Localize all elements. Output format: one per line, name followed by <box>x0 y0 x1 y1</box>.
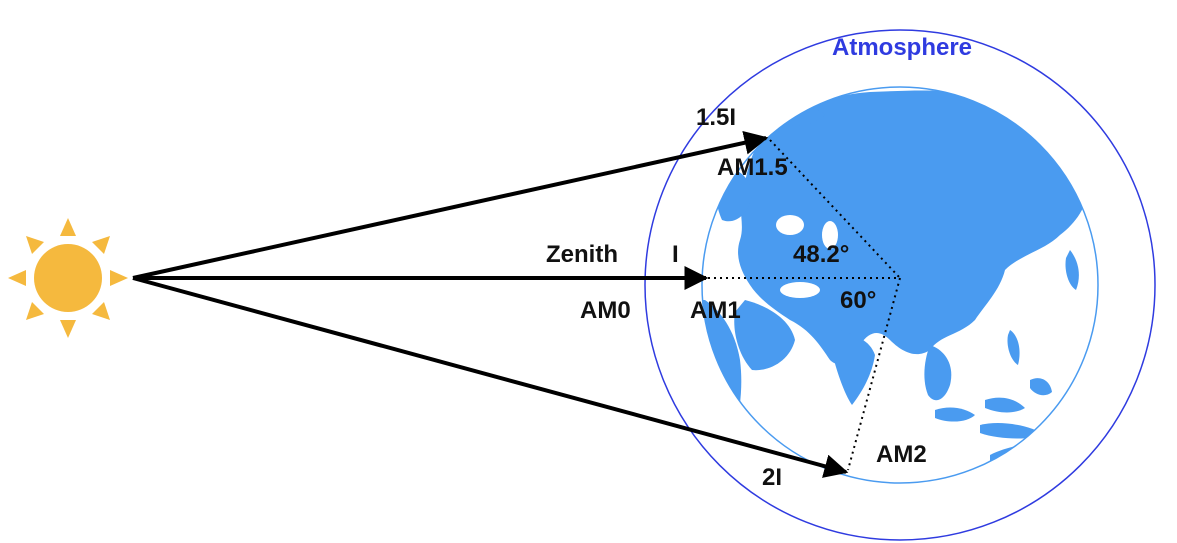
am1-label: AM1 <box>690 297 741 324</box>
angle-60-label: 60° <box>840 287 876 314</box>
atmosphere-circle <box>644 29 1156 541</box>
intensity-1-5-label: 1.5I <box>696 104 736 131</box>
ray-am2 <box>132 276 849 478</box>
earth-globe-icon <box>701 86 1099 484</box>
sun-rays <box>132 130 849 478</box>
am1-5-label: AM1.5 <box>717 154 788 181</box>
intensity-2-label: 2I <box>762 464 782 491</box>
am0-label: AM0 <box>580 297 631 324</box>
zenith-label: Zenith <box>546 241 618 268</box>
atmosphere-label: Atmosphere <box>832 34 972 61</box>
intensity-1-label: I <box>672 241 679 268</box>
angle-guide-lines <box>708 139 901 471</box>
am2-label: AM2 <box>876 441 927 468</box>
angle-48-label: 48.2° <box>793 241 849 268</box>
ray-am1-5 <box>132 130 769 280</box>
sun-icon <box>8 218 128 338</box>
